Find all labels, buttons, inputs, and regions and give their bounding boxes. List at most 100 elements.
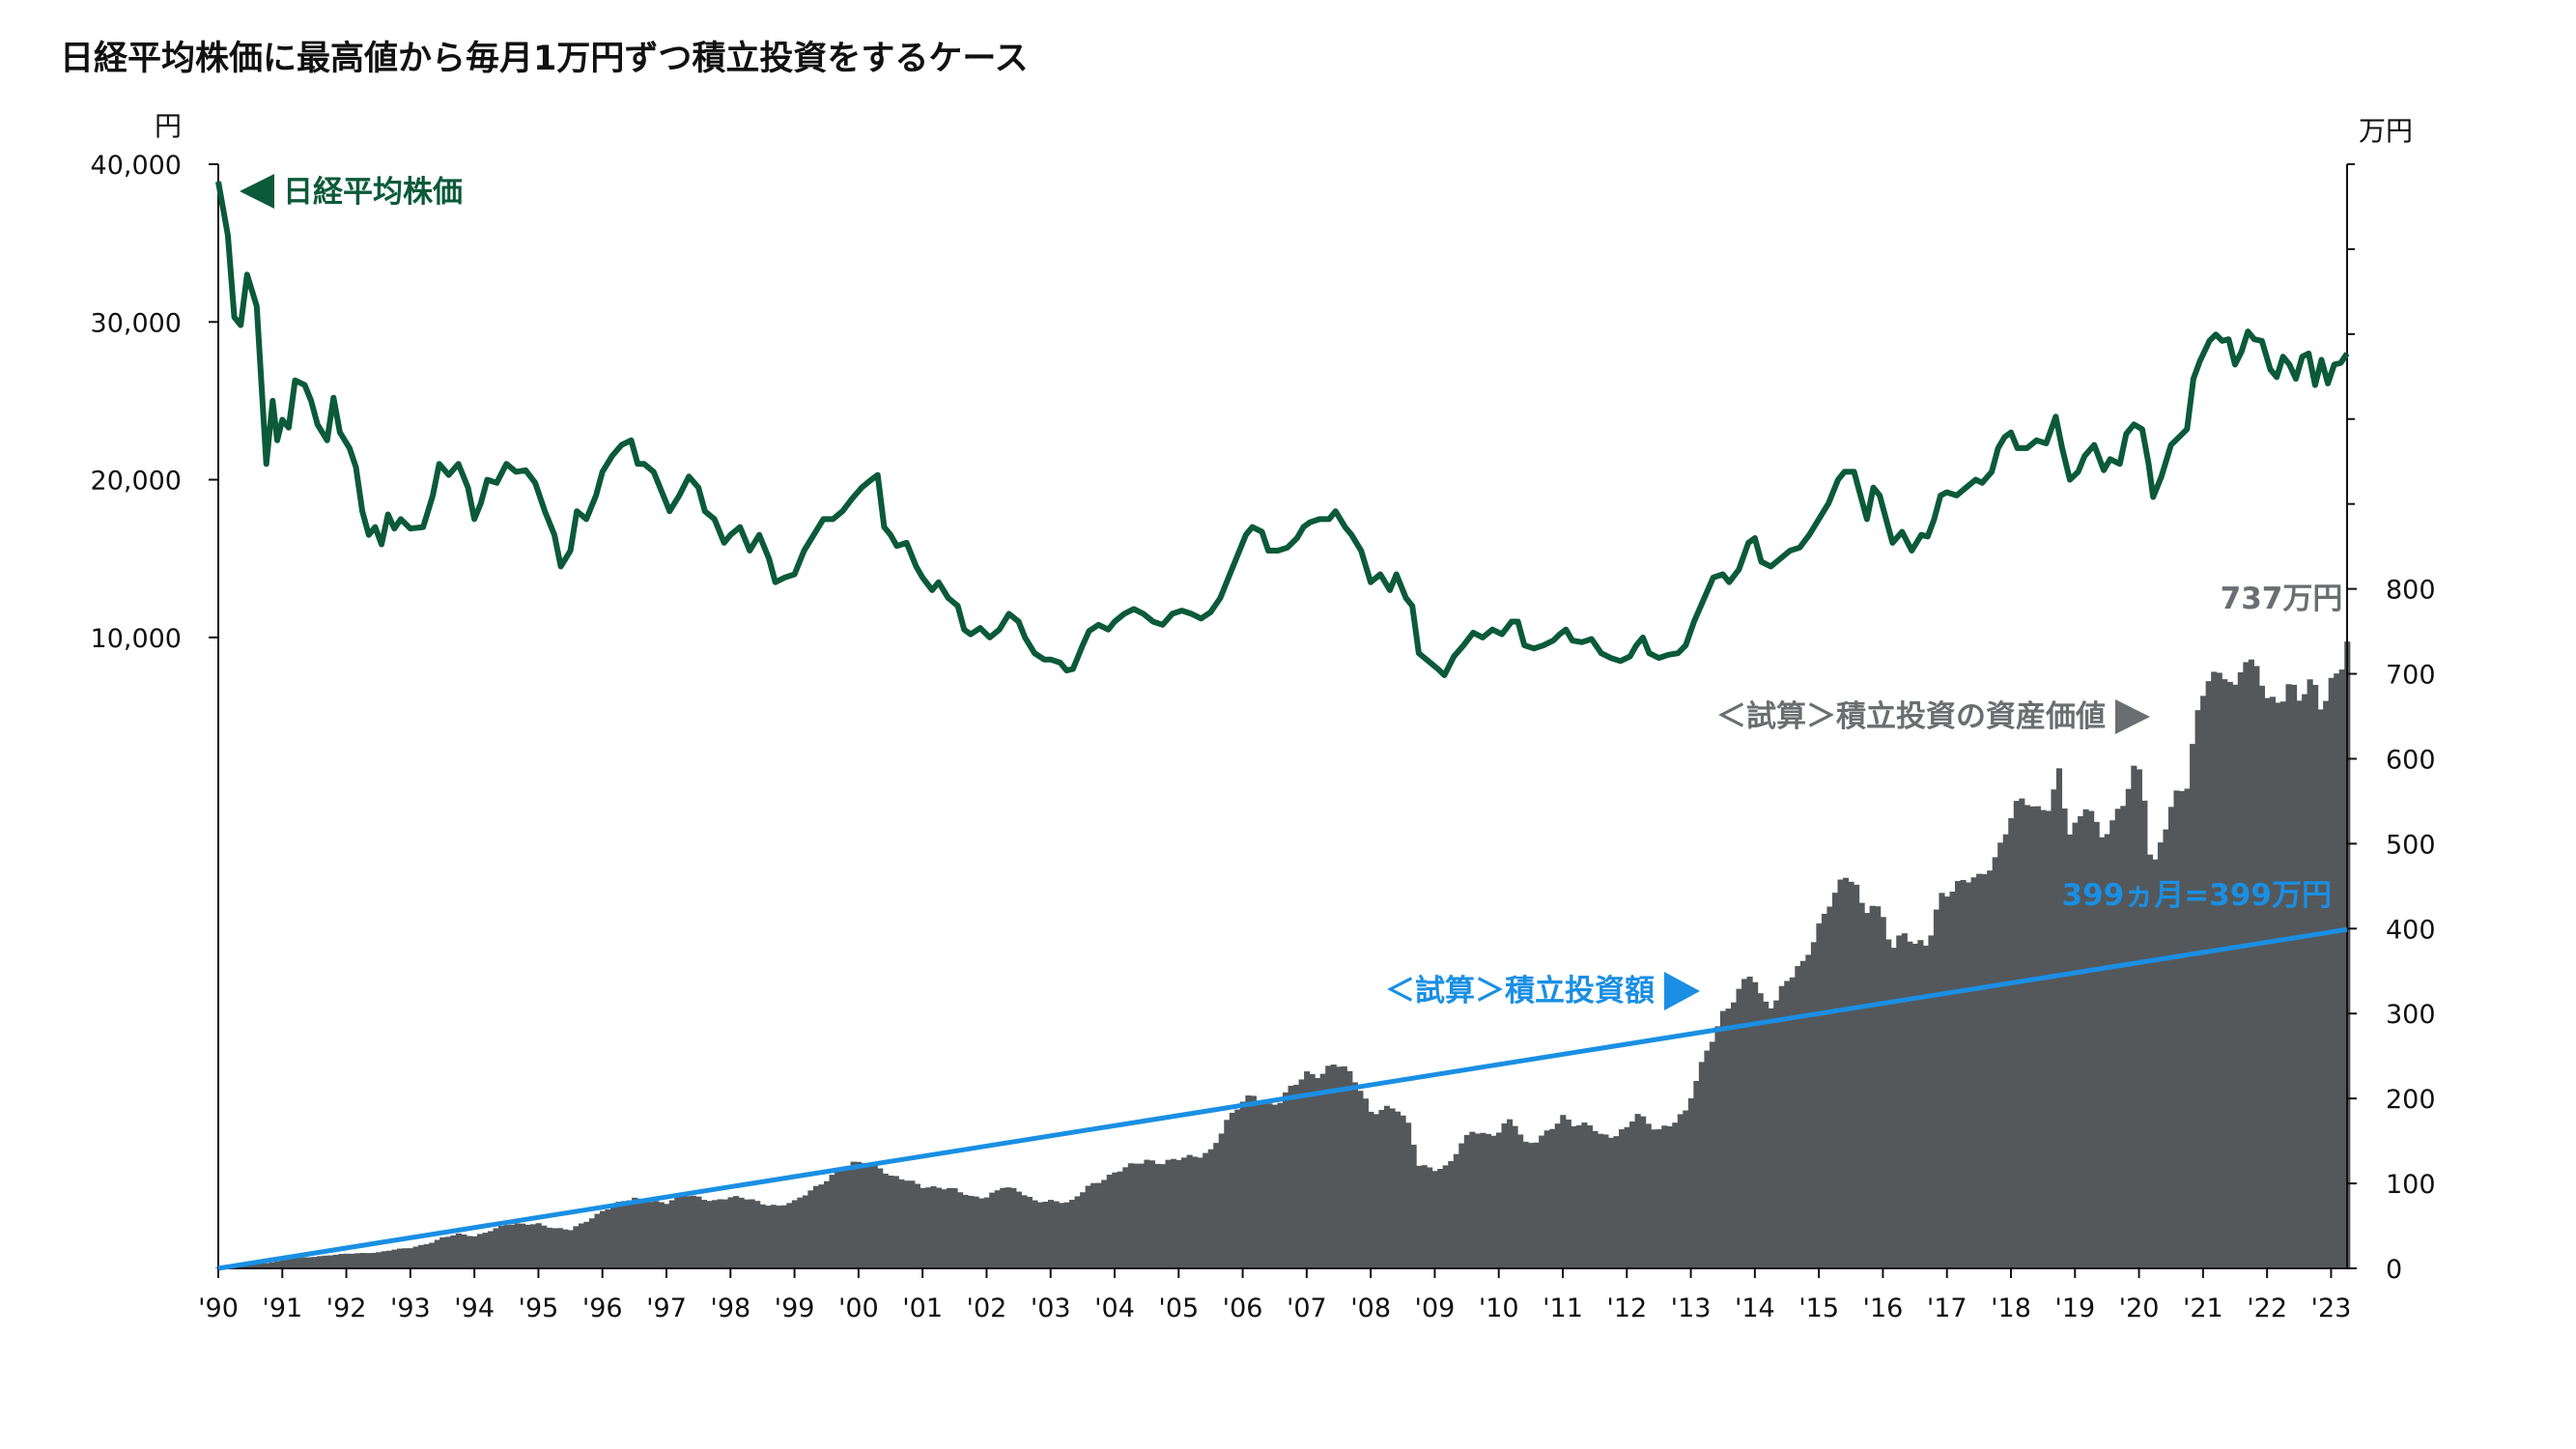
- asset-value-bar: [2334, 673, 2340, 1268]
- asset-value-bar: [2034, 806, 2041, 1268]
- x-tick-label: '01: [902, 1293, 943, 1323]
- left-axis-unit: 円: [155, 110, 182, 142]
- asset-value-bar: [802, 1195, 808, 1268]
- asset-value-bar: [2167, 807, 2175, 1268]
- asset-value-bar: [2141, 800, 2148, 1268]
- asset-value-bar: [1773, 1000, 1780, 1268]
- x-tick-label: '17: [1927, 1293, 1967, 1323]
- asset-value-bar: [1629, 1121, 1636, 1268]
- chart-title: 日経平均株価に最高値から毎月1万円ずつ積立投資をするケース: [60, 40, 1029, 78]
- asset-value-bar: [2067, 834, 2074, 1268]
- asset-value-bar: [573, 1226, 580, 1268]
- asset-value-bar: [252, 1264, 260, 1268]
- asset-value-bar: [386, 1250, 393, 1268]
- asset-value-bar: [973, 1196, 979, 1268]
- asset-value-bar: [583, 1221, 590, 1268]
- asset-value-bar: [679, 1196, 686, 1268]
- asset-value-bar: [983, 1197, 990, 1268]
- asset-value-bar: [989, 1192, 996, 1268]
- tick-labels: 10,000 20,000 30,000 40,000 0 100 200 300 400 500…: [91, 151, 2436, 1323]
- asset-value-bar: [856, 1161, 863, 1268]
- asset-value-bar: [1245, 1095, 1252, 1268]
- asset-value-bar: [685, 1196, 692, 1268]
- asset-value-bar: [1890, 948, 1897, 1268]
- asset-value-bar: [706, 1201, 713, 1268]
- asset-value-bar: [647, 1202, 654, 1268]
- asset-value-bar: [1607, 1137, 1615, 1268]
- asset-value-bar: [797, 1197, 804, 1268]
- asset-value-bar: [1315, 1077, 1321, 1268]
- asset-value-bar: [1495, 1132, 1503, 1268]
- asset-value-bar: [317, 1256, 324, 1268]
- asset-value-bar: [2114, 809, 2121, 1268]
- asset-value-bar: [1389, 1108, 1396, 1268]
- right-tick-label: 200: [2386, 1085, 2436, 1115]
- asset-value-bar: [498, 1226, 505, 1268]
- asset-value-bar: [1266, 1103, 1273, 1268]
- x-tick-label: '96: [582, 1293, 623, 1323]
- asset-value-bar: [1693, 1080, 1700, 1268]
- asset-value-bar: [1175, 1159, 1182, 1268]
- asset-value-bar: [2019, 798, 2025, 1268]
- asset-value-bar: [524, 1224, 531, 1268]
- asset-value-bar: [2131, 765, 2137, 1268]
- asset-value-bar: [695, 1196, 702, 1268]
- asset-value-bar: [1207, 1149, 1214, 1268]
- annotation-asset-value: ＜試算＞積立投資の資産価値 737万円: [1716, 582, 2342, 734]
- asset-value-bar: [1565, 1119, 1571, 1268]
- asset-value-bar: [1453, 1153, 1459, 1268]
- asset-value-bar: [1826, 906, 1833, 1268]
- asset-value-bar: [1368, 1111, 1374, 1268]
- asset-value-bar: [562, 1229, 569, 1268]
- asset-value-bar: [247, 1264, 254, 1268]
- x-tick-label: '08: [1350, 1293, 1391, 1323]
- asset-value-bar: [461, 1234, 467, 1268]
- asset-value-bar: [1021, 1195, 1028, 1268]
- asset-value-bar: [2072, 822, 2079, 1268]
- x-tick-label: '20: [2119, 1293, 2160, 1323]
- asset-value-bar: [1117, 1171, 1123, 1268]
- asset-value-bar: [2317, 709, 2324, 1268]
- asset-value-bar: [2216, 672, 2222, 1268]
- asset-value-bar: [664, 1204, 670, 1268]
- asset-value-bar: [311, 1257, 318, 1268]
- asset-value-bar: [1858, 902, 1865, 1268]
- asset-value-bar: [658, 1202, 665, 1268]
- asset-value-bar: [455, 1233, 462, 1268]
- asset-value-bar: [2045, 810, 2052, 1268]
- asset-value-bar: [711, 1200, 719, 1268]
- asset-value-bar: [1485, 1133, 1492, 1268]
- asset-value-bar: [690, 1195, 696, 1268]
- asset-value-bar: [1960, 879, 1967, 1268]
- asset-value-bar: [1059, 1203, 1065, 1268]
- asset-value-bar: [632, 1197, 638, 1268]
- asset-value-bar: [839, 1170, 846, 1268]
- asset-value-bar: [818, 1184, 825, 1268]
- asset-value-bar: [1709, 1041, 1716, 1268]
- asset-value-bar: [588, 1218, 596, 1268]
- asset-value-bar: [1997, 842, 2004, 1268]
- asset-value-bar: [381, 1251, 387, 1268]
- x-tick-label: '06: [1223, 1293, 1263, 1323]
- asset-value-bar: [1928, 935, 1935, 1268]
- nikkei-label: 日経平均株価: [283, 175, 463, 210]
- asset-value-bar: [1864, 913, 1871, 1268]
- x-tick-label: '21: [2183, 1293, 2223, 1323]
- x-tick-label: '94: [454, 1293, 495, 1323]
- asset-value-bar: [898, 1179, 905, 1268]
- asset-value-bar: [866, 1162, 873, 1268]
- asset-value-bar: [2237, 671, 2244, 1268]
- asset-value-bar: [1752, 981, 1759, 1268]
- asset-value-bar: [1357, 1091, 1364, 1268]
- asset-value-bar: [835, 1171, 841, 1268]
- asset-value-bar: [1138, 1163, 1145, 1268]
- x-tick-label: '18: [1991, 1293, 2031, 1323]
- asset-value-bar: [1512, 1125, 1518, 1268]
- asset-value-bar: [2136, 769, 2142, 1268]
- asset-value-bar: [1171, 1158, 1177, 1268]
- x-tick-label: '04: [1094, 1293, 1135, 1323]
- asset-value-bar: [1586, 1125, 1593, 1268]
- right-tick-label: 600: [2386, 745, 2436, 775]
- right-tick-label: 400: [2386, 915, 2436, 945]
